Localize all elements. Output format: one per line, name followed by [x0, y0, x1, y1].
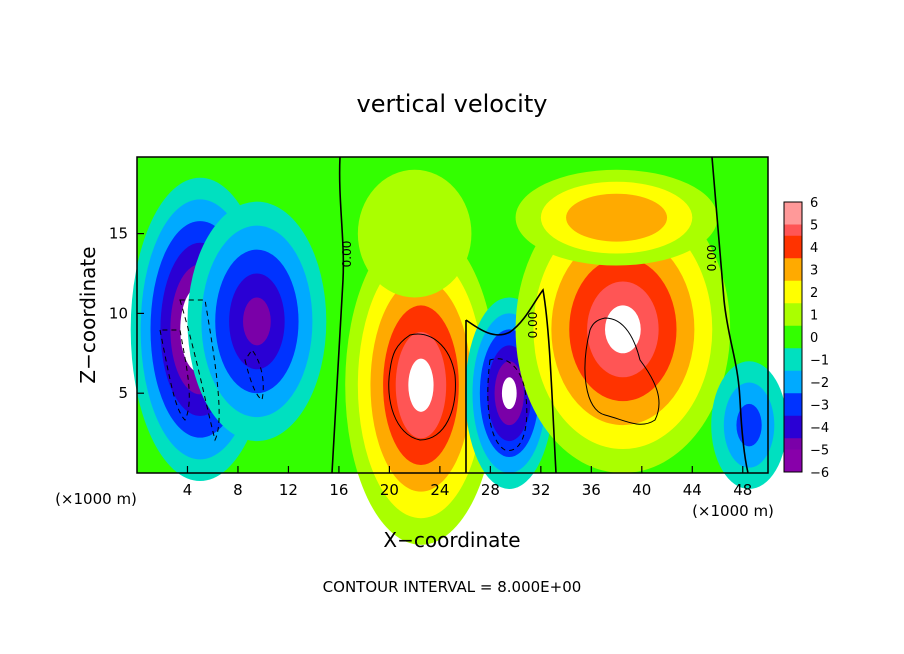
plot-area: 0.00 0.00 0.00 4 8 12 16 20 24 28 32 36 40 44 48 51…	[109, 156, 787, 545]
colorbar-swatch	[784, 438, 802, 450]
chart-title: vertical velocity	[357, 90, 548, 118]
colorbar-swatch	[784, 269, 802, 282]
colorbar-label: 1	[810, 309, 818, 324]
x-tick-label: 44	[683, 481, 702, 499]
zero-contour-line	[711, 156, 749, 474]
updraft-region	[604, 305, 641, 354]
updraft-region	[408, 358, 434, 412]
colorbar-label: 2	[810, 286, 818, 301]
plot-frame	[136, 156, 769, 474]
colorbar-label: −2	[810, 376, 829, 391]
x-tick-label: 12	[279, 481, 298, 499]
zero-contour-line	[331, 156, 345, 474]
positive-contour-line	[584, 317, 660, 425]
colorbar-swatch	[784, 404, 802, 417]
colorbar-swatch	[784, 314, 802, 327]
colorbar-label: −5	[810, 444, 829, 459]
x-axis-label: X−coordinate	[383, 528, 520, 552]
negative-contour-line	[179, 299, 220, 442]
x-tick-label: 4	[183, 481, 193, 499]
y-axis-label: Z−coordinate	[76, 246, 100, 383]
positive-contour-line	[388, 333, 456, 441]
x-tick-label: 32	[531, 481, 550, 499]
x-tick-label: 40	[632, 481, 651, 499]
negative-contour-line	[159, 329, 190, 421]
colorbar-swatch	[784, 247, 802, 259]
colorbar-label: −4	[810, 421, 829, 436]
colorbar-swatch	[784, 449, 802, 462]
downdraft-region	[501, 377, 517, 410]
zero-contour-line	[465, 288, 557, 474]
colorbar-swatch	[784, 258, 802, 270]
x-tick-label: 28	[481, 481, 500, 499]
updraft-region	[591, 205, 642, 230]
colorbar-swatch	[784, 337, 802, 349]
contour-label: 0.00	[340, 241, 354, 268]
colorbar-swatch	[784, 202, 802, 214]
x-tick-label: 16	[329, 481, 348, 499]
colorbar-label: −6	[810, 466, 829, 481]
colorbar-label: −1	[810, 354, 829, 369]
x-unit-right: (×1000 m)	[692, 502, 774, 520]
colorbar-swatch	[784, 292, 802, 304]
colorbar-swatch	[784, 370, 802, 383]
colorbar-frame	[783, 201, 803, 473]
y-tick-label: 15	[109, 225, 128, 243]
colorbar-swatch	[784, 382, 802, 394]
colorbar-label: 3	[810, 264, 818, 279]
colorbar-swatch	[784, 235, 802, 248]
colorbar-label: −3	[810, 399, 829, 414]
updraft-region	[386, 201, 444, 266]
colorbar-swatch	[784, 280, 802, 293]
y-tick-label: 10	[109, 304, 128, 322]
colorbar-swatch	[784, 303, 802, 315]
colorbar-label: 4	[810, 241, 818, 256]
colorbar-swatch	[784, 460, 802, 473]
contour-label: 0.00	[526, 312, 540, 339]
colorbar: 6 5 4 3 2 1 0 −1 −2 −3 −4 −5 −6	[783, 196, 829, 481]
y-tick-label: 5	[118, 384, 128, 402]
colorbar-swatch	[784, 359, 802, 372]
downdraft-region	[243, 297, 271, 346]
x-tick-label: 24	[430, 481, 449, 499]
colorbar-label: 6	[810, 196, 818, 211]
colorbar-swatch	[784, 393, 802, 405]
x-tick-label: 20	[380, 481, 399, 499]
colorbar-swatch	[784, 325, 802, 338]
x-tick-label: 48	[733, 481, 752, 499]
colorbar-swatch	[784, 415, 802, 428]
colorbar-swatch	[784, 348, 802, 360]
colorbar-swatch	[784, 213, 802, 225]
colorbar-label: 5	[810, 219, 818, 234]
colorbar-swatch	[784, 427, 802, 439]
x-tick-label: 36	[582, 481, 601, 499]
x-unit-left: (×1000 m)	[55, 490, 137, 508]
contour-interval-note: CONTOUR INTERVAL = 8.000E+00	[323, 578, 582, 596]
x-tick-label: 8	[233, 481, 243, 499]
colorbar-label: 0	[810, 331, 818, 346]
colorbar-swatch	[784, 224, 802, 237]
negative-contour-line	[487, 358, 528, 451]
contour-label: 0.00	[705, 245, 719, 272]
